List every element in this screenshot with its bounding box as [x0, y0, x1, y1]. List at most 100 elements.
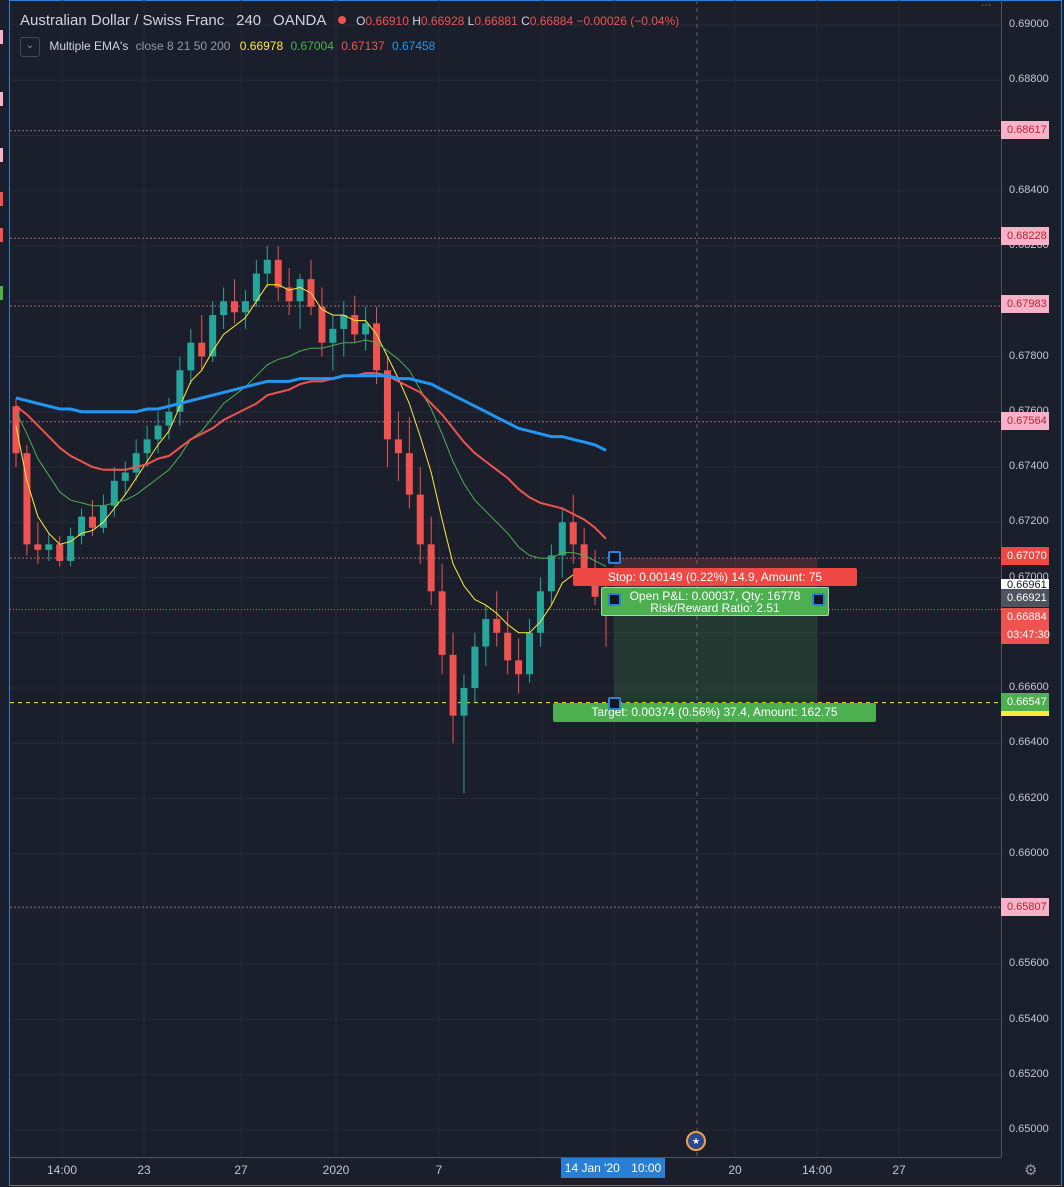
alert-marker [0, 148, 3, 162]
candle-body [209, 315, 217, 357]
open-value: 0.66910 [365, 14, 409, 28]
candle-body [394, 439, 402, 454]
price-tick-label: 0.68800 [1009, 73, 1049, 86]
candle-body [416, 494, 424, 545]
time-label: 2020 [322, 1163, 350, 1177]
open-pnl-label[interactable]: Open P&L: 0.00037, Qty: 16778 Risk/Rewar… [601, 587, 829, 616]
target-line-marker [1001, 711, 1049, 716]
alert-marker [0, 30, 3, 44]
candle-body [34, 544, 42, 550]
price-tick-label: 0.66200 [1009, 791, 1049, 804]
interval[interactable]: 240 [236, 12, 262, 29]
gear-icon[interactable]: ⚙ [1024, 1162, 1038, 1179]
candle-body [132, 453, 140, 473]
candle-body [220, 301, 228, 316]
alert-marker [0, 192, 3, 206]
price-tick-label: 0.66400 [1009, 736, 1049, 749]
candle-body [318, 306, 326, 343]
candle-body [176, 370, 184, 412]
candle-body [110, 480, 118, 506]
candle-body [99, 505, 107, 528]
ema-8-value: 0.66978 [239, 39, 284, 54]
ema-50-value: 0.67137 [341, 39, 385, 54]
high-label: H [412, 14, 421, 28]
ema-200-value: 0.67458 [391, 39, 436, 54]
candle-body [263, 259, 271, 274]
grid [10, 0, 1001, 1157]
price-tick-label: 0.65600 [1009, 957, 1049, 970]
change-value: −0.00026 (−0.04%) [576, 14, 680, 28]
price-tick-label: 0.65400 [1009, 1012, 1049, 1025]
candle-body [580, 544, 588, 572]
candle-body [296, 279, 304, 302]
time-axis[interactable] [10, 1157, 1001, 1186]
candle-body [67, 536, 75, 561]
target-handle[interactable] [608, 697, 621, 710]
low-value: 0.66881 [474, 14, 518, 28]
target-level-badge: 0.66547 [1001, 693, 1049, 711]
take-profit-label[interactable]: Target: 0.00374 (0.56%) 37.4, Amount: 16… [553, 703, 876, 722]
indicator-params: close 8 21 50 200 [135, 39, 231, 54]
indicator-name[interactable]: Multiple EMA's [49, 39, 129, 54]
time-label: 23 [137, 1163, 151, 1177]
low-label: L [467, 14, 475, 28]
price-levels [10, 0, 1001, 1157]
candle-body [362, 323, 370, 335]
candle-body [56, 544, 64, 561]
candle-body [23, 453, 31, 545]
close-label: C [521, 14, 530, 28]
price-axis[interactable] [1001, 0, 1064, 1157]
candle-body [449, 654, 457, 716]
candle-body [526, 632, 534, 675]
price-tick-label: 0.66000 [1009, 846, 1049, 859]
stop-loss-label[interactable]: Stop: 0.00149 (0.22%) 14.9, Amount: 75 [573, 568, 857, 586]
candle-body [274, 259, 282, 288]
candle-body [405, 453, 413, 495]
market-status-icon [338, 16, 347, 24]
economic-event-icon[interactable]: ★ [686, 1131, 706, 1151]
time-label: 27 [234, 1163, 248, 1177]
alert-badge: 0.68228 [1001, 227, 1049, 245]
chart-frame [9, 0, 1062, 1186]
left-toolbar-strip [0, 0, 9, 1187]
candle-body [438, 591, 446, 655]
time-label: 20 [728, 1163, 742, 1177]
risk-reward-text: Risk/Reward Ratio: 2.51 [650, 601, 780, 615]
candle-body [493, 618, 501, 633]
candle-body [88, 516, 96, 528]
high-value: 0.66928 [420, 14, 465, 28]
chart-menu-icon[interactable]: ⋯ [981, 0, 991, 11]
price-tick-label: 0.67800 [1009, 349, 1049, 362]
symbol-name[interactable]: Australian Dollar / Swiss Franc [20, 12, 225, 29]
close-value: 0.66884 [529, 14, 574, 28]
candle-body [231, 301, 239, 313]
stop-level-badge: 0.67070 [1001, 547, 1049, 565]
ema-line [15, 284, 607, 634]
candle-body [187, 342, 195, 371]
candle-body [198, 342, 206, 357]
current-time-badge: 14 Jan '20 10:00 [561, 1158, 665, 1178]
last-price-badge: 0.66884 [1001, 608, 1049, 626]
candle-body [165, 411, 173, 426]
alert-marker [0, 286, 3, 300]
current-date: 14 Jan '20 [564, 1161, 620, 1175]
stop-handle[interactable] [608, 551, 621, 564]
entry-handle[interactable] [608, 593, 621, 606]
candle-body [569, 522, 577, 545]
candle-body [504, 632, 512, 661]
position-level-badge: 0.66961 [1001, 579, 1049, 591]
ema-line [15, 372, 607, 540]
candle-body [515, 660, 523, 675]
candle-body [340, 315, 348, 329]
price-tick-label: 0.65000 [1009, 1123, 1049, 1135]
chevron-down-icon[interactable]: ⌄ [20, 37, 40, 57]
candle-body [351, 315, 359, 335]
candle-body [460, 688, 468, 716]
candle-body [154, 425, 162, 440]
time-label: 14:00 [46, 1163, 78, 1177]
indicator-legend: ⌄ Multiple EMA's close 8 21 50 200 0.669… [20, 37, 435, 57]
width-handle[interactable] [812, 593, 825, 606]
ema-21-value: 0.67004 [290, 39, 334, 54]
candle-body [252, 273, 260, 302]
